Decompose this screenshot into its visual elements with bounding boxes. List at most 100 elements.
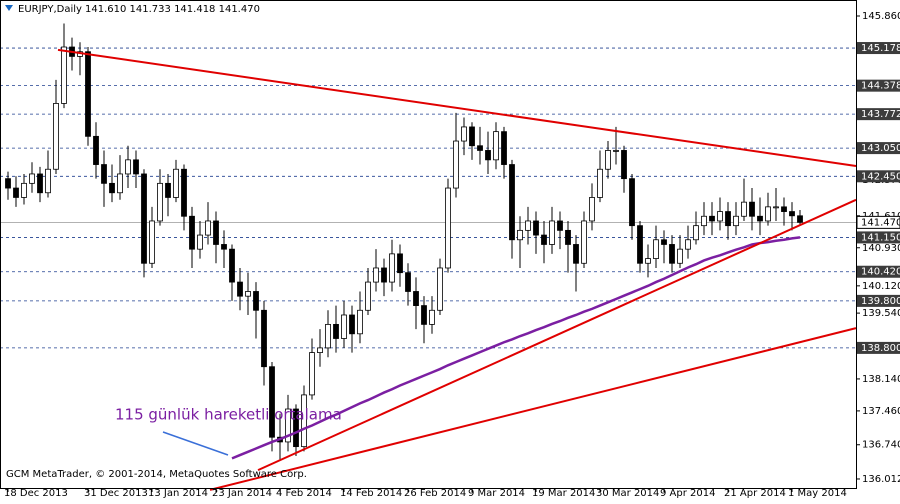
candle-body xyxy=(573,244,579,264)
x-tick-label: 23 Jan 2014 xyxy=(212,488,272,499)
candle-body xyxy=(773,206,779,209)
candle-body xyxy=(373,267,379,283)
candle-body xyxy=(469,126,475,147)
level-label-box xyxy=(857,294,900,307)
candle-body xyxy=(269,366,275,438)
level-label-box xyxy=(857,79,900,92)
candle-body xyxy=(229,248,235,283)
candle-body xyxy=(525,220,531,231)
level-label-box xyxy=(857,142,900,155)
x-tick-label: 14 Feb 2014 xyxy=(340,488,402,499)
candle-body xyxy=(325,323,331,349)
candle-body xyxy=(421,305,427,325)
candle-body xyxy=(445,187,451,269)
level-label-box xyxy=(857,265,900,278)
candle-body xyxy=(405,272,411,292)
current-price-label: 141.470 xyxy=(861,217,900,228)
level-label: 139.800 xyxy=(861,296,900,307)
candle-body xyxy=(141,173,147,264)
candle-body xyxy=(749,201,755,217)
level-label-box xyxy=(857,42,900,55)
candle-body xyxy=(381,267,387,283)
level-label-box xyxy=(857,108,900,121)
candle-body xyxy=(701,215,707,227)
candle-body xyxy=(29,173,35,184)
candle-body xyxy=(557,220,563,231)
x-tick-label: 9 Apr 2014 xyxy=(660,488,715,499)
x-tick-label: 26 Feb 2014 xyxy=(404,488,466,499)
candle-body xyxy=(125,159,131,175)
level-label-box xyxy=(857,341,900,354)
x-tick-label: 30 Mar 2014 xyxy=(596,488,659,499)
candle-body xyxy=(349,314,355,335)
axis-layer: 145.860142.370141.610140.930140.120139.5… xyxy=(4,11,900,499)
x-tick-label: 13 Jan 2014 xyxy=(148,488,208,499)
y-tick-label: 145.860 xyxy=(862,11,900,22)
candle-body xyxy=(437,267,443,311)
candle-body xyxy=(461,126,467,142)
level-label: 140.420 xyxy=(861,267,900,278)
trend-line xyxy=(57,48,857,167)
x-tick-label: 18 Dec 2013 xyxy=(4,488,68,499)
candle-body xyxy=(253,291,259,311)
candle-body xyxy=(613,150,619,152)
current-price-box xyxy=(856,215,900,229)
candle-body xyxy=(565,229,571,245)
candle-body xyxy=(453,140,459,189)
level-label: 144.378 xyxy=(861,81,900,92)
candle-body xyxy=(21,182,27,198)
level-label-box xyxy=(857,231,900,244)
candle-body xyxy=(181,168,187,217)
candle-body xyxy=(173,168,179,198)
plot-border xyxy=(0,0,857,489)
candle-body xyxy=(189,215,195,250)
ohlc-readout: 141.610 141.733 141.418 141.470 xyxy=(85,4,260,15)
candle-body xyxy=(789,211,795,217)
marks-layer xyxy=(5,23,857,491)
candle-body xyxy=(621,150,627,180)
candle-body xyxy=(661,239,667,245)
candle-body xyxy=(213,220,219,245)
candle-body xyxy=(45,168,51,194)
candle-body xyxy=(533,220,539,236)
candle-body xyxy=(765,206,771,222)
y-tick-label: 140.930 xyxy=(862,243,900,254)
trend-line xyxy=(209,327,857,491)
candle-body xyxy=(549,220,555,245)
candle-body xyxy=(509,164,515,241)
candle-body xyxy=(581,220,587,264)
candle-body xyxy=(485,150,491,161)
candle-body xyxy=(101,164,107,184)
candle-body xyxy=(413,291,419,306)
candle-body xyxy=(237,281,243,297)
x-tick-label: 4 Feb 2014 xyxy=(276,488,332,499)
candle-body xyxy=(109,182,115,194)
candle-body xyxy=(685,239,691,250)
candle-body xyxy=(757,215,763,222)
candle-body xyxy=(37,173,43,194)
y-tick-label: 139.540 xyxy=(862,308,900,319)
chart-title: EURJPY,Daily xyxy=(18,4,82,15)
candle-body xyxy=(117,173,123,194)
candle-body xyxy=(13,187,19,198)
candle-body xyxy=(221,244,227,250)
candle-body xyxy=(477,145,483,151)
candle-body xyxy=(341,314,347,339)
candle-body xyxy=(309,352,315,396)
candle-body xyxy=(5,178,11,189)
candle-body xyxy=(333,323,339,339)
candle-body xyxy=(149,220,155,264)
candle-body xyxy=(389,253,395,283)
candle-body xyxy=(653,239,659,259)
candle-body xyxy=(501,131,507,165)
candle-body xyxy=(589,197,595,222)
candle-body xyxy=(725,211,731,227)
candle-body xyxy=(317,347,323,354)
candle-body xyxy=(709,215,715,222)
candle-body xyxy=(597,168,603,198)
candle-body xyxy=(357,309,363,335)
candle-body xyxy=(541,234,547,245)
candle-body xyxy=(261,309,267,368)
level-label: 141.150 xyxy=(861,232,900,243)
candle-body xyxy=(637,225,643,264)
